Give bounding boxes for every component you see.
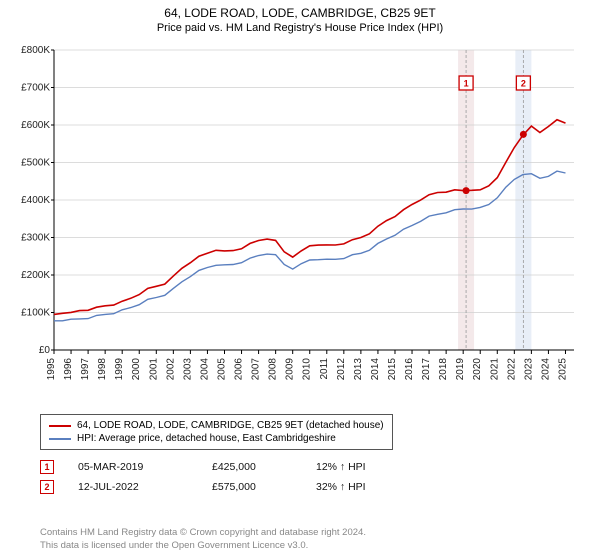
sale-diff: 12% ↑ HPI	[316, 461, 406, 473]
svg-text:2002: 2002	[165, 358, 176, 381]
svg-text:2017: 2017	[421, 358, 432, 381]
svg-text:£0: £0	[39, 345, 51, 356]
svg-text:2009: 2009	[285, 358, 296, 381]
svg-text:£500K: £500K	[21, 158, 50, 169]
svg-text:2004: 2004	[199, 358, 210, 381]
legend: 64, LODE ROAD, LODE, CAMBRIDGE, CB25 9ET…	[40, 414, 393, 450]
svg-text:£100K: £100K	[21, 308, 50, 319]
svg-text:2024: 2024	[540, 358, 551, 381]
svg-text:2007: 2007	[251, 358, 262, 381]
svg-text:1999: 1999	[114, 358, 125, 381]
legend-swatch	[49, 425, 71, 427]
svg-text:2001: 2001	[148, 358, 159, 381]
svg-text:2011: 2011	[319, 358, 330, 380]
svg-text:2006: 2006	[234, 358, 245, 381]
svg-text:2: 2	[521, 79, 526, 89]
svg-text:1997: 1997	[80, 358, 91, 381]
legend-item: HPI: Average price, detached house, East…	[49, 432, 384, 445]
svg-text:1: 1	[464, 79, 469, 89]
svg-text:2003: 2003	[182, 358, 193, 381]
sales-list: 1 05-MAR-2019 £425,000 12% ↑ HPI 2 12-JUL-202…	[40, 460, 406, 500]
svg-text:2000: 2000	[131, 358, 142, 381]
sale-date: 12-JUL-2022	[78, 481, 188, 493]
credit-line-1: Contains HM Land Registry data © Crown c…	[40, 527, 366, 539]
chart-area: £0 £100K £200K £300K £400K £500K £600K £700K £80…	[10, 40, 590, 400]
svg-text:2008: 2008	[268, 358, 279, 381]
svg-text:2013: 2013	[353, 358, 364, 381]
legend-item: 64, LODE ROAD, LODE, CAMBRIDGE, CB25 9ET…	[49, 419, 384, 432]
svg-text:2014: 2014	[370, 358, 381, 381]
svg-text:£300K: £300K	[21, 233, 50, 244]
svg-text:2018: 2018	[438, 358, 449, 381]
chart-subtitle: Price paid vs. HM Land Registry's House …	[0, 20, 600, 34]
svg-text:2010: 2010	[302, 358, 313, 381]
svg-text:2020: 2020	[472, 358, 483, 381]
svg-text:2005: 2005	[216, 358, 227, 381]
svg-text:2015: 2015	[387, 358, 398, 381]
svg-text:£600K: £600K	[21, 120, 50, 131]
sale-row: 1 05-MAR-2019 £425,000 12% ↑ HPI	[40, 460, 406, 474]
legend-label: HPI: Average price, detached house, East…	[77, 433, 336, 444]
legend-swatch	[49, 438, 71, 440]
svg-text:£700K: £700K	[21, 83, 50, 94]
svg-text:2021: 2021	[489, 358, 500, 381]
chart-svg: £0 £100K £200K £300K £400K £500K £600K £700K £80…	[10, 40, 590, 400]
sale-price: £425,000	[212, 461, 292, 473]
svg-text:£800K: £800K	[21, 45, 50, 56]
sale-marker-icon: 2	[40, 480, 54, 494]
svg-text:1996: 1996	[63, 358, 74, 381]
credit-line-2: This data is licensed under the Open Gov…	[40, 540, 366, 552]
svg-text:1995: 1995	[46, 358, 57, 381]
legend-label: 64, LODE ROAD, LODE, CAMBRIDGE, CB25 9ET…	[77, 420, 384, 431]
svg-text:2019: 2019	[455, 358, 466, 381]
chart-container: 64, LODE ROAD, LODE, CAMBRIDGE, CB25 9ET…	[0, 0, 600, 560]
svg-text:£200K: £200K	[21, 270, 50, 281]
sale-marker-icon: 1	[40, 460, 54, 474]
svg-text:£400K: £400K	[21, 195, 50, 206]
svg-text:1998: 1998	[97, 358, 108, 381]
svg-text:2016: 2016	[404, 358, 415, 381]
sale-row: 2 12-JUL-2022 £575,000 32% ↑ HPI	[40, 480, 406, 494]
svg-text:2025: 2025	[557, 358, 568, 381]
svg-text:2022: 2022	[506, 358, 517, 381]
sale-date: 05-MAR-2019	[78, 461, 188, 473]
sale-price: £575,000	[212, 481, 292, 493]
svg-text:2012: 2012	[336, 358, 347, 381]
credit-text: Contains HM Land Registry data © Crown c…	[40, 527, 366, 552]
svg-text:2023: 2023	[523, 358, 534, 381]
chart-title: 64, LODE ROAD, LODE, CAMBRIDGE, CB25 9ET	[0, 0, 600, 20]
sale-diff: 32% ↑ HPI	[316, 481, 406, 493]
